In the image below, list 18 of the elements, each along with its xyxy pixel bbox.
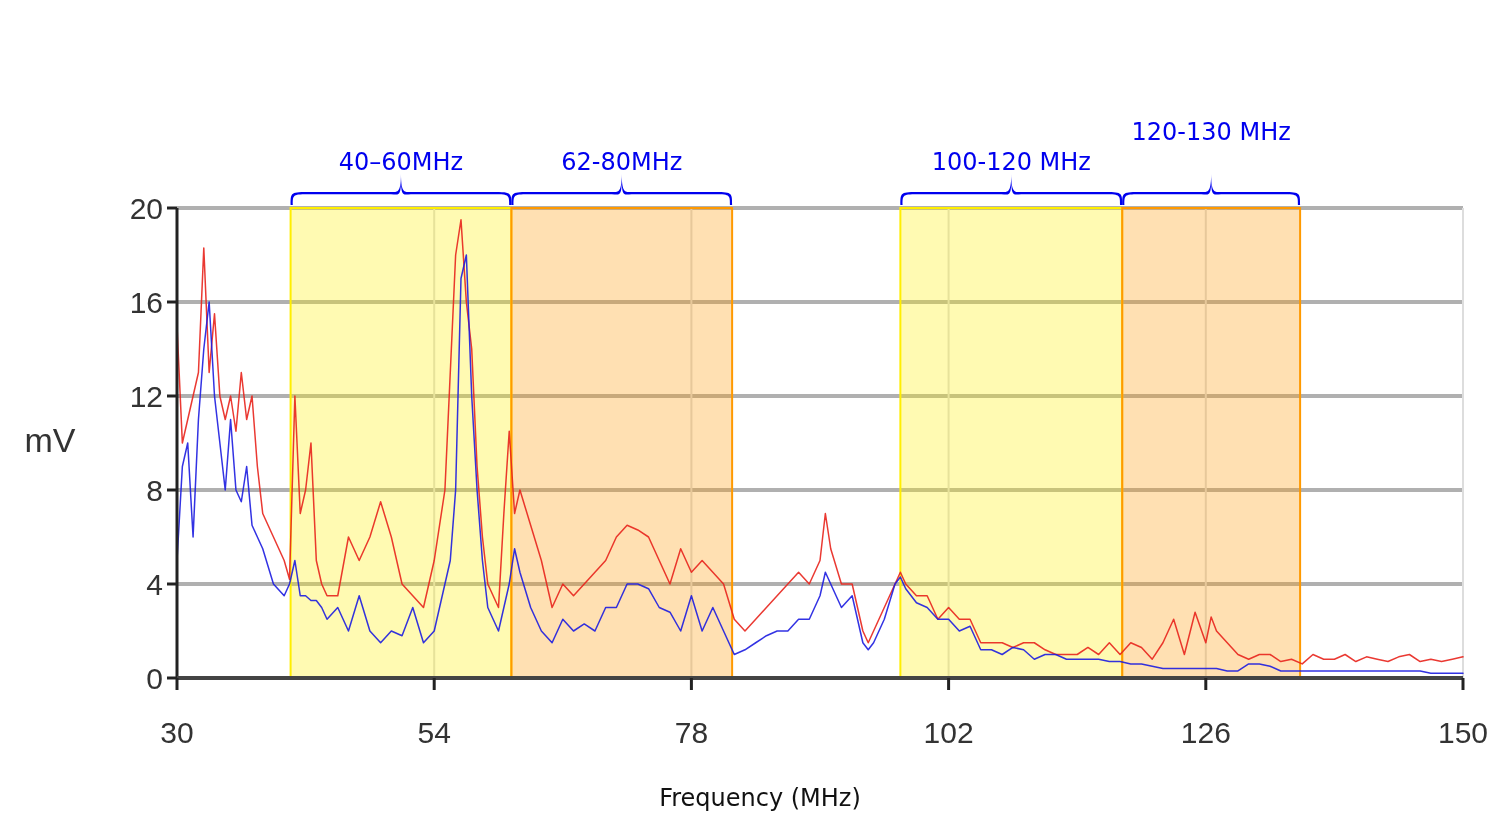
x-tick-label: 150 <box>1437 716 1489 749</box>
y-tick-label: 0 <box>146 661 163 695</box>
x-tick-label: 78 <box>674 716 709 749</box>
y-tick-label: 4 <box>146 567 163 601</box>
x-tick-label: 54 <box>417 716 451 749</box>
y-tick-label: 12 <box>129 379 163 413</box>
y-tick-label: 8 <box>146 473 163 507</box>
band-label: 120-130 MHz <box>1131 118 1291 146</box>
x-tick-label: 102 <box>923 716 974 749</box>
band-label: 62-80MHz <box>561 148 683 176</box>
x-tick-label: 30 <box>160 716 194 749</box>
x-axis-title: Frequency (MHz) <box>659 784 861 812</box>
y-tick-label: 20 <box>129 191 163 225</box>
x-tick-label: 126 <box>1180 716 1231 749</box>
y-axis-title: mV <box>24 421 76 459</box>
y-tick-label: 16 <box>129 285 163 319</box>
band-label: 100-120 MHz <box>931 148 1091 176</box>
band-label: 40–60MHz <box>338 148 464 176</box>
